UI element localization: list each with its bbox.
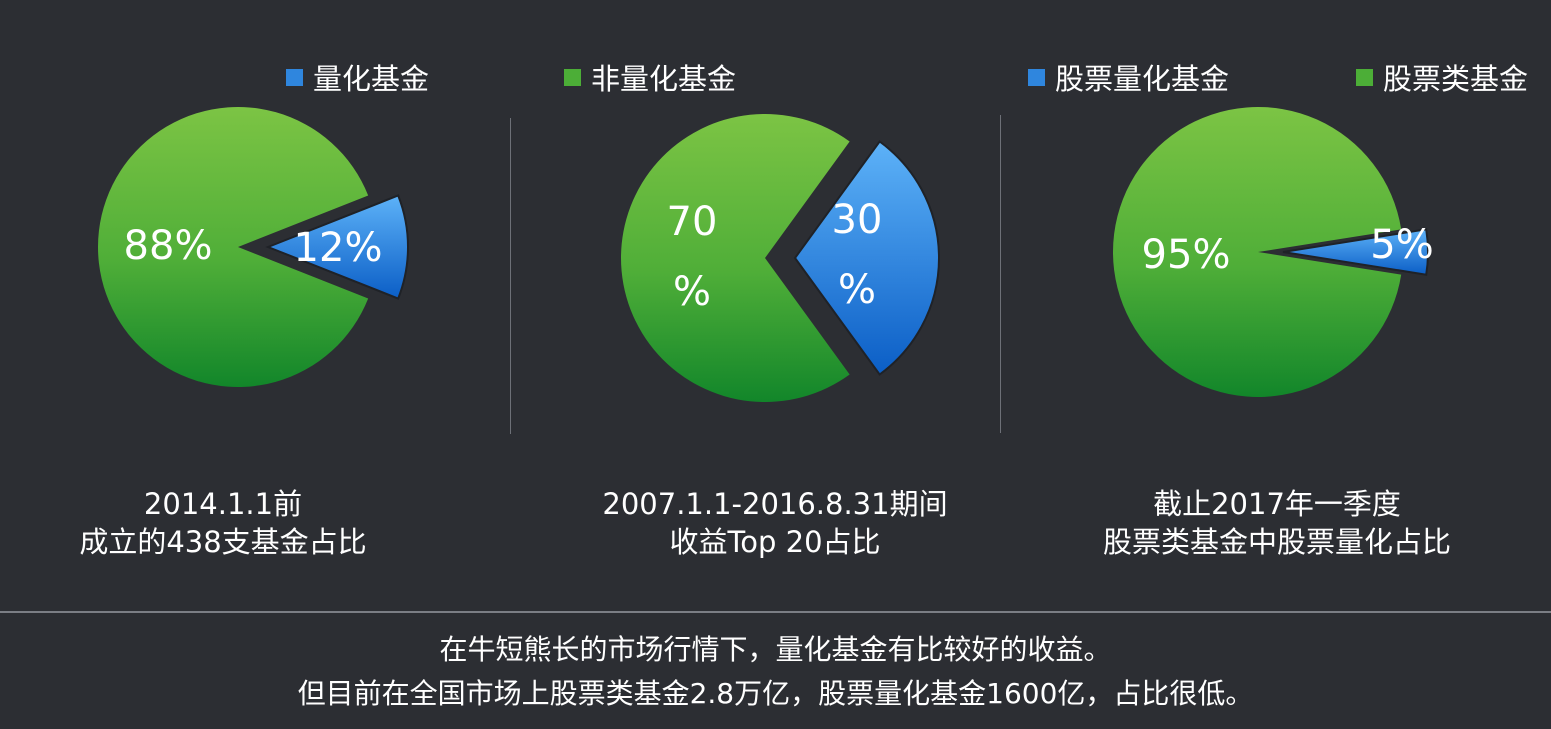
pie-slice-3-nonquant (1112, 107, 1402, 398)
legend-swatch-blue (1028, 68, 1045, 86)
legend-swatch-green (1356, 68, 1373, 86)
data-label-3-quant: 5% (1370, 222, 1433, 268)
legend-stock-fund: 股票类基金 (1356, 56, 1528, 98)
caption-line: 股票类基金中股票量化占比 (1102, 525, 1451, 559)
legend-label: 股票量化基金 (1055, 62, 1230, 96)
data-label-2-nonquant: 70 (667, 199, 718, 245)
caption-line: 2007.1.1-2016.8.31期间 (602, 487, 948, 521)
summary-text: 在牛短熊长的市场行情下，量化基金有比较好的收益。 但目前在全国市场上股票类基金2… (0, 628, 1551, 716)
divider-vertical (1000, 115, 1001, 433)
legend-swatch-blue (286, 68, 303, 86)
data-label-1-nonquant: 88% (124, 223, 213, 269)
legend-nonquant-fund: 非量化基金 (564, 56, 736, 98)
caption-chart-1: 2014.1.1前 成立的438支基金占比 (0, 485, 453, 561)
legend-swatch-green (564, 68, 581, 86)
pie-slice-1-nonquant (98, 107, 369, 388)
data-label-3-nonquant: 95% (1142, 232, 1231, 278)
caption-chart-3: 截止2017年一季度 股票类基金中股票量化占比 (1047, 485, 1507, 561)
legend-quant-fund: 量化基金 (286, 56, 429, 98)
data-label-2-quant: 30 (832, 197, 883, 243)
pie-slice-3-quant (1282, 228, 1429, 276)
divider-horizontal (0, 611, 1551, 613)
caption-line: 2014.1.1前 (143, 487, 303, 521)
caption-line: 收益Top 20占比 (669, 525, 881, 559)
caption-chart-2: 2007.1.1-2016.8.31期间 收益Top 20占比 (545, 485, 1005, 561)
data-label-1-quant: 12% (294, 225, 383, 271)
legend-label: 非量化基金 (591, 62, 737, 96)
summary-line: 在牛短熊长的市场行情下，量化基金有比较好的收益。 (439, 633, 1112, 666)
legend-label: 量化基金 (313, 62, 430, 96)
pie-slice-2-nonquant (621, 113, 850, 402)
caption-line: 成立的438支基金占比 (79, 525, 367, 559)
legend-label: 股票类基金 (1383, 62, 1529, 96)
data-label-2-nonquant: % (673, 269, 711, 315)
pie-slice-2-quant (793, 140, 941, 376)
legend-stock-quant-fund: 股票量化基金 (1028, 56, 1229, 98)
data-label-2-quant: % (838, 267, 876, 313)
summary-line: 但目前在全国市场上股票类基金2.8万亿，股票量化基金1600亿，占比很低。 (297, 677, 1254, 710)
pie-slice-1-quant (265, 194, 409, 300)
caption-line: 截止2017年一季度 (1153, 487, 1401, 521)
divider-vertical (510, 118, 511, 434)
